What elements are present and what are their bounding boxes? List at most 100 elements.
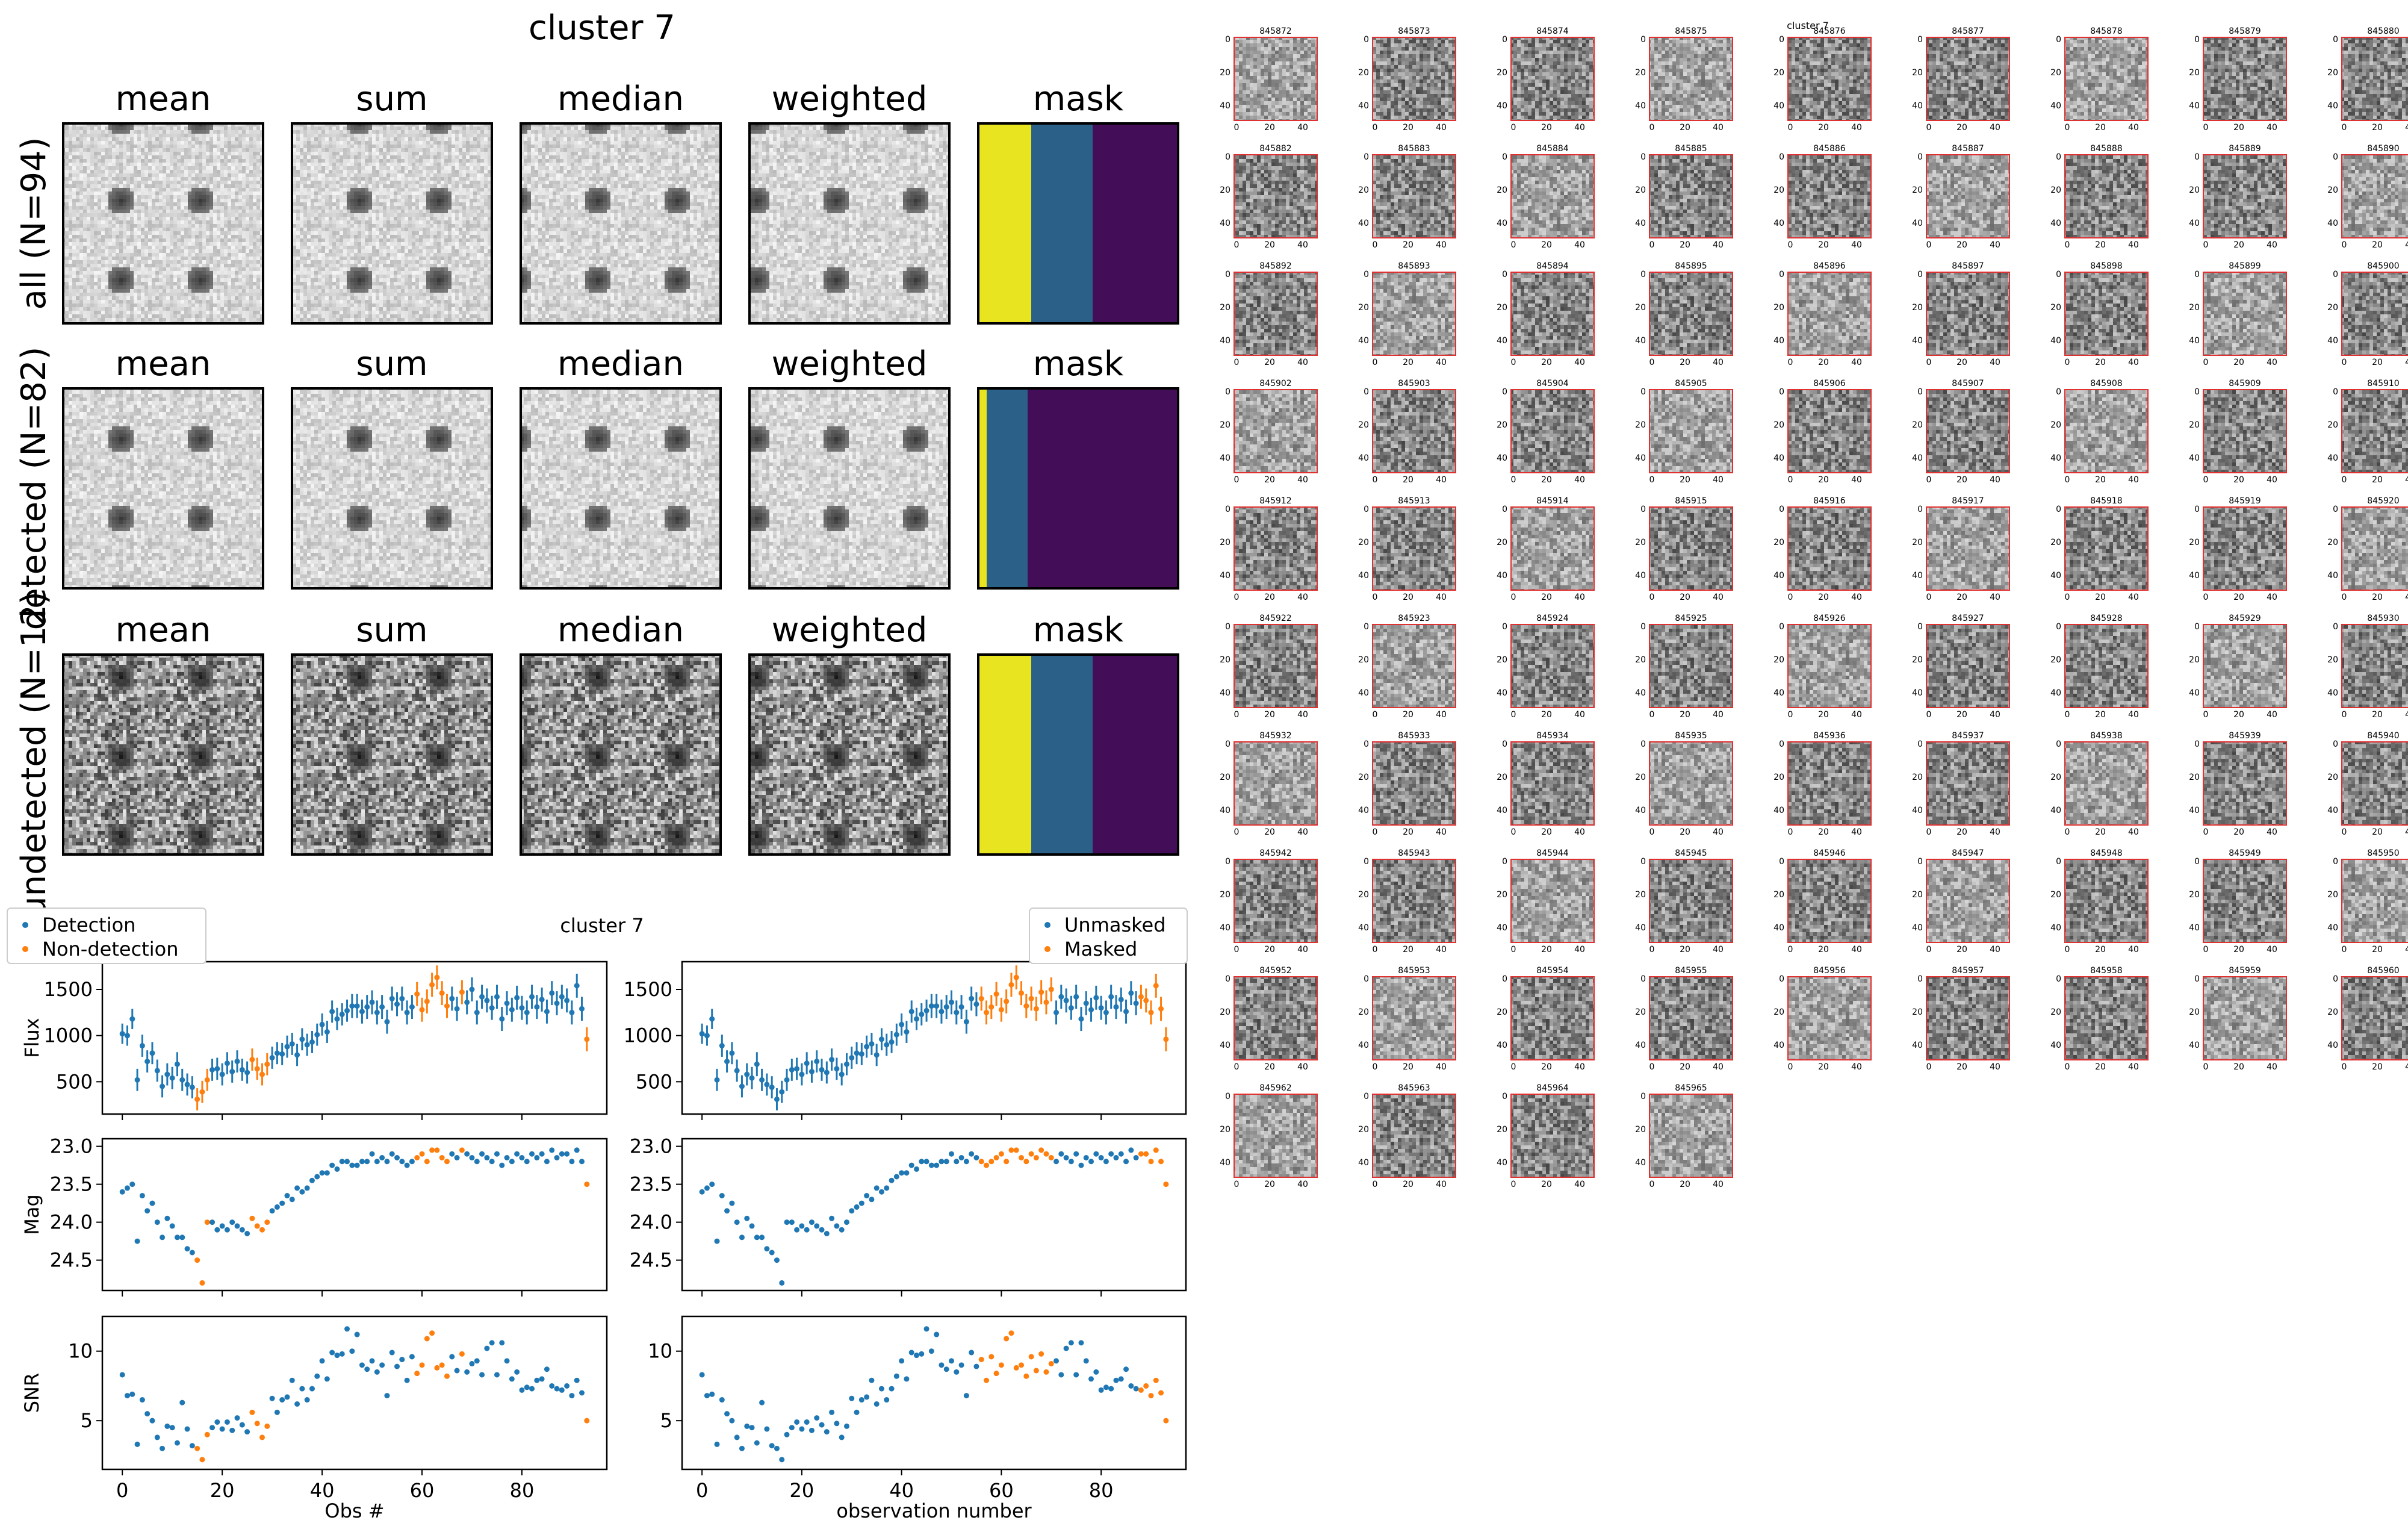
lc-point bbox=[214, 1227, 220, 1233]
cutout-xtick: 0 bbox=[1511, 123, 1516, 132]
cutout-845884: 845884 0 20 40 0 20 40 bbox=[1497, 144, 1595, 250]
cutout-xtick: 20 bbox=[2233, 475, 2244, 485]
cutout-xtick: 40 bbox=[1574, 945, 1585, 954]
cutout-845915: 845915 0 20 40 0 20 40 bbox=[1635, 496, 1733, 602]
lc-point bbox=[449, 1354, 455, 1360]
cutout-ytick: 40 bbox=[2050, 101, 2061, 111]
cutout-id: 845937 bbox=[1952, 731, 1984, 741]
cutout-ytick: 40 bbox=[1773, 923, 1784, 933]
lc-point bbox=[919, 1351, 925, 1357]
lc-ytick-label: 1500 bbox=[624, 978, 672, 1001]
lc-point bbox=[544, 1366, 550, 1372]
cutout-845879: 845879 0 20 40 0 20 40 bbox=[2189, 26, 2287, 132]
lc-point bbox=[1043, 1151, 1049, 1157]
lc-point bbox=[444, 1373, 450, 1379]
cutout-id: 845884 bbox=[1536, 144, 1569, 154]
cutout-xtick: 20 bbox=[1541, 710, 1552, 720]
lc-point bbox=[1083, 1000, 1089, 1006]
cutout-ytick: 40 bbox=[1912, 1041, 1923, 1050]
stack-mask-2 bbox=[977, 653, 1179, 856]
lc-point bbox=[719, 1043, 725, 1049]
cutout-xtick: 40 bbox=[1297, 945, 1308, 954]
cutout-xtick: 40 bbox=[2128, 827, 2139, 837]
cutout-id: 845882 bbox=[1259, 144, 1291, 154]
cutout-xtick: 0 bbox=[1234, 945, 1240, 954]
cutout-ytick: 20 bbox=[2189, 890, 2200, 900]
lc-point bbox=[199, 1089, 205, 1095]
lc-point bbox=[404, 1377, 410, 1383]
lc-point bbox=[549, 1147, 555, 1153]
lc-point bbox=[928, 1003, 934, 1009]
cutout-ytick: 0 bbox=[1502, 505, 1507, 514]
cutout-xtick: 0 bbox=[1373, 710, 1378, 720]
cutout-xtick: 20 bbox=[1956, 1062, 1967, 1072]
lc-point bbox=[709, 1391, 715, 1397]
cutout-ytick: 40 bbox=[1220, 1158, 1230, 1168]
cutout-xtick: 40 bbox=[1436, 945, 1447, 954]
cutout-id: 845957 bbox=[1952, 966, 1984, 976]
lc-point bbox=[1103, 1159, 1109, 1165]
lc-point bbox=[939, 1009, 945, 1015]
lc-point bbox=[714, 1441, 720, 1447]
cutout-ytick: 0 bbox=[1502, 1092, 1507, 1101]
cutout-xtick: 0 bbox=[1511, 240, 1516, 250]
stack-col-title-median: median bbox=[557, 79, 684, 119]
lc-point bbox=[754, 1234, 760, 1241]
cutout-xtick: 40 bbox=[1297, 123, 1308, 132]
cutout-xtick: 20 bbox=[1956, 123, 1967, 132]
cutout-xtick: 40 bbox=[2267, 1062, 2277, 1072]
cutout-xtick: 40 bbox=[1851, 358, 1862, 367]
lc-point bbox=[484, 1345, 490, 1351]
cutout-845955: 845955 0 20 40 0 20 40 bbox=[1635, 966, 1733, 1072]
lc-point bbox=[154, 1068, 160, 1074]
cutout-ytick: 0 bbox=[2056, 622, 2061, 632]
cutout-845943: 845943 0 20 40 0 20 40 bbox=[1358, 848, 1456, 954]
cutout-ytick: 0 bbox=[2194, 505, 2200, 514]
cutout-845886: 845886 0 20 40 0 20 40 bbox=[1773, 144, 1872, 250]
lc-point bbox=[124, 1185, 130, 1191]
lc-point bbox=[569, 1009, 575, 1015]
cutout-image bbox=[1233, 976, 1318, 1060]
cutout-845913: 845913 0 20 40 0 20 40 bbox=[1358, 496, 1456, 602]
cutout-ytick: 40 bbox=[1635, 806, 1646, 815]
lc-point bbox=[889, 1177, 895, 1183]
cutout-xtick: 20 bbox=[1403, 1062, 1413, 1072]
cutout-ytick: 40 bbox=[1497, 1041, 1507, 1050]
cutout-xtick: 40 bbox=[1713, 358, 1724, 367]
cutout-ytick: 0 bbox=[1917, 622, 1923, 632]
cutout-ytick: 40 bbox=[1635, 923, 1646, 933]
cutout-id: 845912 bbox=[1259, 496, 1291, 506]
cutout-845876: 845876 0 20 40 0 20 40 bbox=[1773, 26, 1872, 132]
lightcurve-title: cluster 7 bbox=[560, 914, 644, 937]
cutout-ytick: 20 bbox=[1220, 185, 1230, 195]
lc-xtick-label: 80 bbox=[1089, 1479, 1114, 1502]
lc-point bbox=[1063, 1345, 1069, 1351]
lc-point bbox=[949, 1358, 955, 1364]
lc-xlabel-0: Obs # bbox=[324, 1499, 384, 1522]
cutout-id: 845876 bbox=[1813, 26, 1846, 36]
lc-point bbox=[179, 1234, 185, 1241]
lc-point bbox=[1123, 1366, 1129, 1372]
lc-point bbox=[284, 1044, 290, 1050]
cutout-ytick: 40 bbox=[1773, 219, 1784, 228]
cutout-id: 845892 bbox=[1259, 261, 1291, 271]
cutout-ytick: 20 bbox=[2327, 68, 2338, 78]
cutout-ytick: 40 bbox=[1358, 453, 1369, 463]
cutout-ytick: 40 bbox=[1220, 336, 1230, 346]
cutout-ytick: 40 bbox=[2189, 1041, 2200, 1050]
lc-point bbox=[239, 1227, 245, 1233]
cutout-xtick: 20 bbox=[1264, 827, 1275, 837]
stack-row-label-0: all (N=94) bbox=[14, 137, 54, 310]
cutout-845883: 845883 0 20 40 0 20 40 bbox=[1358, 144, 1456, 250]
cutout-xtick: 20 bbox=[1956, 593, 1967, 602]
lc-point bbox=[459, 1351, 465, 1357]
cutout-ytick: 0 bbox=[1225, 270, 1230, 279]
lc-point bbox=[469, 1361, 475, 1367]
lc-point bbox=[134, 1238, 140, 1244]
lc-point bbox=[524, 1159, 530, 1165]
cutout-ytick: 40 bbox=[1358, 219, 1369, 228]
lc-point bbox=[354, 1331, 360, 1337]
lc-point bbox=[134, 1077, 140, 1083]
cutout-xtick: 20 bbox=[2095, 945, 2106, 954]
lc-point bbox=[139, 1043, 145, 1049]
